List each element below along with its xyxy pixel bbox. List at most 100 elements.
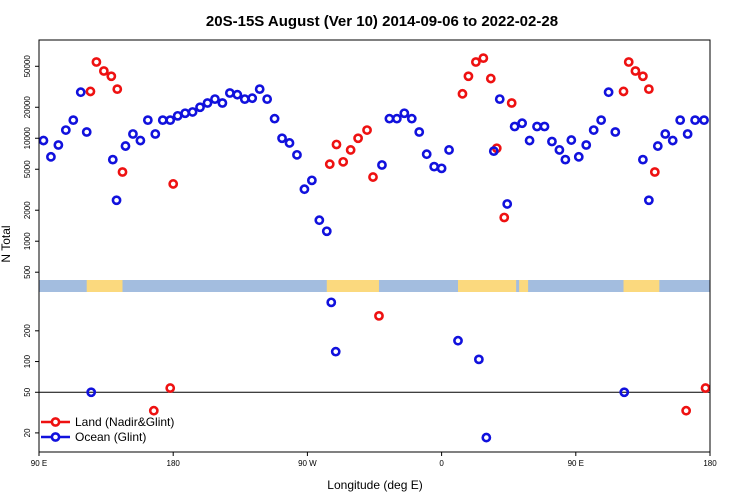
y-tick-label: 20000 (23, 96, 32, 119)
land-point (148, 405, 159, 416)
land-point (165, 383, 176, 393)
ocean-point (391, 113, 402, 124)
plot-frame (38, 39, 711, 453)
ocean-point (232, 89, 243, 100)
ocean-point (488, 146, 499, 157)
ocean-point (38, 135, 49, 146)
ocean-point (239, 94, 250, 105)
ocean-point (202, 98, 213, 108)
ocean-point (299, 184, 310, 195)
ocean-point (566, 135, 577, 145)
land-segment (519, 280, 529, 292)
land-point (331, 139, 342, 150)
ocean-point (180, 108, 191, 119)
y-axis-label: N Total (0, 225, 13, 262)
ocean-point (46, 151, 56, 162)
land-segment (326, 280, 379, 292)
ocean-point (81, 127, 92, 137)
ocean-point (509, 121, 520, 132)
ocean-point (269, 113, 280, 124)
ocean-point (532, 121, 542, 132)
chart-title: 20S-15S August (Ver 10) 2014-09-06 to 20… (206, 13, 558, 30)
ocean-point (667, 135, 678, 146)
ocean-point (262, 94, 273, 105)
land-point (618, 86, 629, 97)
y-tick-label: 200 (23, 324, 32, 338)
ocean-point (429, 161, 440, 172)
ocean-point (473, 354, 484, 365)
legend-marker (50, 417, 61, 427)
ocean-point (142, 115, 153, 126)
y-tick-label: 5000 (23, 160, 32, 178)
land-point (470, 57, 481, 67)
ocean-point (603, 87, 614, 98)
ocean-point (86, 387, 97, 398)
land-point (457, 88, 468, 99)
land-segment (86, 280, 123, 292)
land-point (85, 86, 96, 97)
ocean-point (517, 118, 528, 129)
ocean-point (150, 129, 161, 139)
ocean-point (643, 195, 654, 206)
y-tick-label: 2000 (23, 201, 32, 219)
y-tick-label: 500 (23, 265, 32, 279)
land-point (112, 84, 123, 95)
ocean-point (406, 113, 417, 124)
ocean-point (638, 154, 648, 165)
ocean-point (596, 115, 607, 126)
land-point (630, 66, 641, 76)
ocean-point (75, 87, 86, 98)
land-ocean-band (39, 280, 710, 292)
ocean-point (292, 149, 302, 160)
ocean-point (588, 125, 599, 135)
data-points (38, 53, 711, 443)
land-point (485, 73, 496, 84)
legend: Land (Nadir&Glint)Ocean (Glint) (41, 415, 174, 444)
land-point (374, 310, 384, 321)
ocean-point (494, 94, 505, 105)
ocean-point (217, 98, 228, 108)
legend-label: Land (Nadir&Glint) (75, 415, 174, 429)
land-segment (458, 280, 517, 292)
ocean-point (675, 115, 686, 126)
y-tick-label: 1000 (23, 232, 32, 250)
ocean-point (581, 140, 592, 150)
ocean-point (690, 115, 700, 126)
land-point (362, 125, 372, 135)
ocean-point (330, 346, 341, 357)
ocean-point (377, 160, 387, 170)
ocean-point (53, 140, 64, 150)
land-point (168, 179, 179, 189)
ocean-point (619, 387, 630, 398)
legend-entry: Land (Nadir&Glint) (41, 415, 174, 429)
ocean-point (481, 432, 492, 443)
land-point (681, 405, 692, 416)
ocean-point (157, 115, 168, 126)
land-point (98, 66, 109, 76)
x-tick-label: 90 E (31, 459, 47, 468)
land-segment (623, 280, 660, 292)
ocean-point (436, 163, 447, 174)
land-point (353, 133, 363, 144)
y-tick-label: 50 (23, 387, 32, 396)
x-axis: 90 E 180 90 W 0 90 E 180 (31, 452, 717, 468)
ocean-point (60, 125, 71, 135)
ocean-point (554, 145, 565, 155)
legend-marker (50, 432, 61, 442)
ocean-point (539, 121, 550, 132)
ocean-point (453, 335, 463, 346)
land-point (106, 71, 117, 82)
ocean-point (444, 145, 454, 155)
ocean-point (524, 135, 535, 146)
ocean-point (135, 135, 146, 146)
y-tick-label: 50000 (23, 55, 32, 78)
land-point (478, 53, 489, 64)
land-point (338, 156, 349, 167)
ocean-point (414, 127, 425, 137)
ocean-point (210, 94, 220, 105)
ocean-point (502, 199, 513, 209)
land-point (117, 167, 128, 177)
land-point (345, 145, 356, 155)
x-tick-label: 90 E (568, 459, 584, 468)
